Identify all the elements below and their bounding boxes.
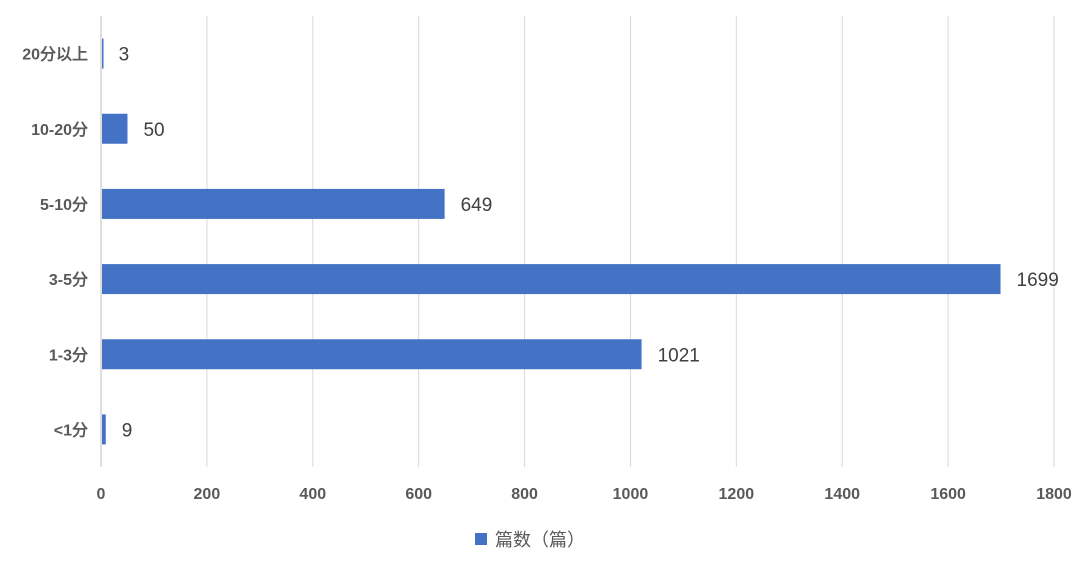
y-axis-labels: <1分 1-3分 3-5分 5-10分 10-20分 20分以上: [22, 46, 88, 440]
data-label: 3: [119, 45, 130, 66]
data-label: 50: [143, 120, 164, 141]
data-labels: 9 1021 1699 649 50 3: [119, 45, 1059, 442]
x-tick-label: 400: [299, 486, 326, 503]
y-category-label: 1-3分: [49, 346, 88, 364]
x-tick-label: 800: [511, 486, 538, 503]
bar: [102, 264, 1001, 295]
legend: 篇数（篇）: [475, 530, 585, 550]
y-category-label: 5-10分: [40, 196, 88, 214]
y-category-label: <1分: [54, 421, 88, 439]
bar: [102, 188, 445, 219]
bar: [102, 38, 104, 69]
x-tick-label: 1000: [613, 486, 649, 503]
data-label: 649: [461, 195, 493, 216]
x-tick-label: 1400: [824, 486, 860, 503]
bar: [102, 339, 642, 370]
x-tick-label: 200: [194, 486, 221, 503]
y-category-label: 3-5分: [49, 271, 88, 289]
x-tick-label: 1600: [930, 486, 966, 503]
legend-swatch: [475, 533, 487, 545]
legend-label: 篇数（篇）: [495, 530, 585, 550]
data-label: 1699: [1017, 270, 1059, 291]
bar: [102, 113, 128, 144]
x-tick-label: 0: [97, 486, 106, 503]
x-axis-tick-labels: 0 200 400 600 800 1000 1200 1400 1600 1800: [97, 486, 1072, 503]
y-category-label: 20分以上: [22, 46, 88, 64]
data-label: 1021: [658, 345, 700, 366]
bar: [102, 414, 106, 445]
y-category-label: 10-20分: [31, 121, 88, 139]
x-tick-label: 1800: [1036, 486, 1072, 503]
gridlines: [100, 16, 1055, 467]
data-label: 9: [122, 420, 133, 441]
bars: [102, 38, 1001, 445]
x-tick-label: 600: [405, 486, 432, 503]
x-tick-label: 1200: [719, 486, 755, 503]
